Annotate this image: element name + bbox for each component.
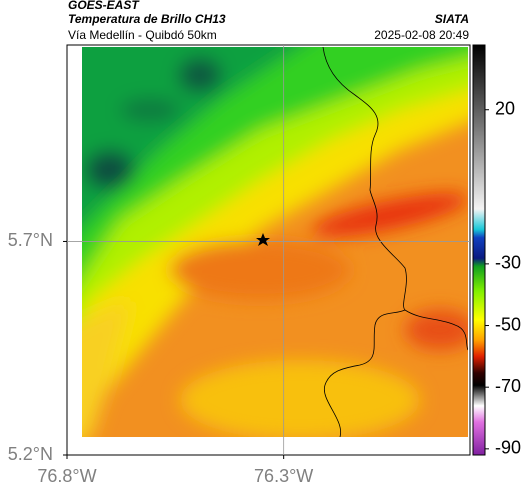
org: SIATA (435, 12, 469, 26)
satellite: GOES-EAST (68, 0, 140, 12)
lat-tick-label: 5.2°N (8, 444, 53, 464)
datetime: 2025-02-08 20:49 (374, 28, 469, 42)
location-marker (256, 233, 270, 246)
colorbar-tick-label: 20 (495, 98, 515, 118)
product: Temperatura de Brillo CH13 (68, 12, 226, 26)
graticule (67, 45, 470, 455)
brightness-temperature-field (82, 47, 468, 437)
route: Vía Medellín - Quibdó 50km (68, 28, 217, 42)
colorbar-tick-label: -70 (495, 376, 521, 396)
colorbar-tick-label: -30 (495, 253, 521, 273)
colorbar (472, 44, 486, 456)
colorbar-tick-label: -90 (495, 438, 521, 458)
lon-tick-label: 76.8°W (37, 466, 96, 486)
colorbar-tick-label: -50 (495, 314, 521, 334)
lon-tick-label: 76.3°W (254, 466, 313, 486)
colorbar-ticks: 20 -30 -50 -70 -90 (485, 98, 521, 458)
lat-tick-label: 5.7°N (8, 230, 53, 250)
